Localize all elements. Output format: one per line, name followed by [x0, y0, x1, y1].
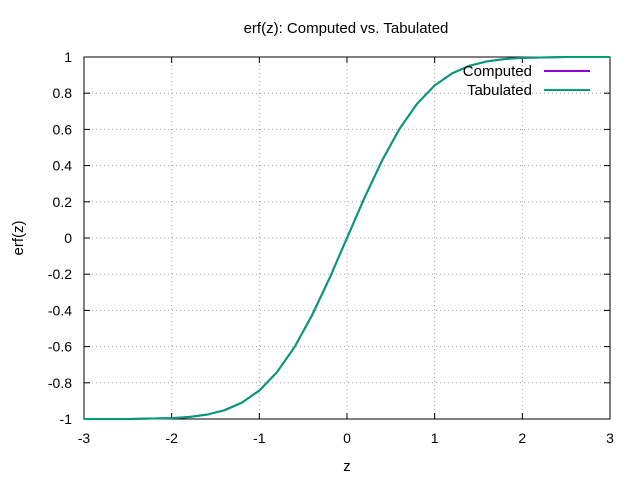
legend: Computed Tabulated — [463, 63, 590, 99]
x-tick-label: 3 — [606, 430, 614, 446]
x-tick-label: -3 — [78, 430, 91, 446]
x-tick-label: -2 — [165, 430, 178, 446]
x-tick-label: 0 — [343, 430, 351, 446]
legend-label-tabulated: Tabulated — [467, 82, 532, 99]
y-axis-label: erf(z) — [10, 221, 27, 256]
y-tick-label: 0 — [64, 230, 72, 246]
x-tick-label: 2 — [518, 430, 526, 446]
series-line-tabulated — [84, 56, 610, 420]
series-lines — [84, 56, 610, 420]
y-tick-label: -0.8 — [48, 375, 72, 391]
y-tick-label: 0.8 — [53, 85, 73, 101]
x-tick-label: -1 — [253, 430, 266, 446]
y-tick-label: 1 — [64, 49, 72, 65]
axis-ticks: -3 -2 -1 0 1 2 3 -1 -0.8 -0.6 -0.4 -0.2 0 0.2 0.4 0.6 0.… — [48, 49, 614, 446]
y-tick-label: 0.2 — [53, 194, 73, 210]
y-tick-label: -0.6 — [48, 339, 72, 355]
x-tick-label: 1 — [431, 430, 439, 446]
y-tick-label: -0.2 — [48, 266, 72, 282]
chart-title: erf(z): Computed vs. Tabulated — [244, 20, 449, 37]
y-tick-label: -1 — [60, 411, 73, 427]
y-tick-label: -0.4 — [48, 302, 72, 318]
legend-label-computed: Computed — [463, 63, 532, 80]
y-tick-label: 0.6 — [53, 121, 73, 137]
y-tick-label: 0.4 — [53, 158, 73, 174]
x-axis-label: z — [343, 458, 351, 475]
